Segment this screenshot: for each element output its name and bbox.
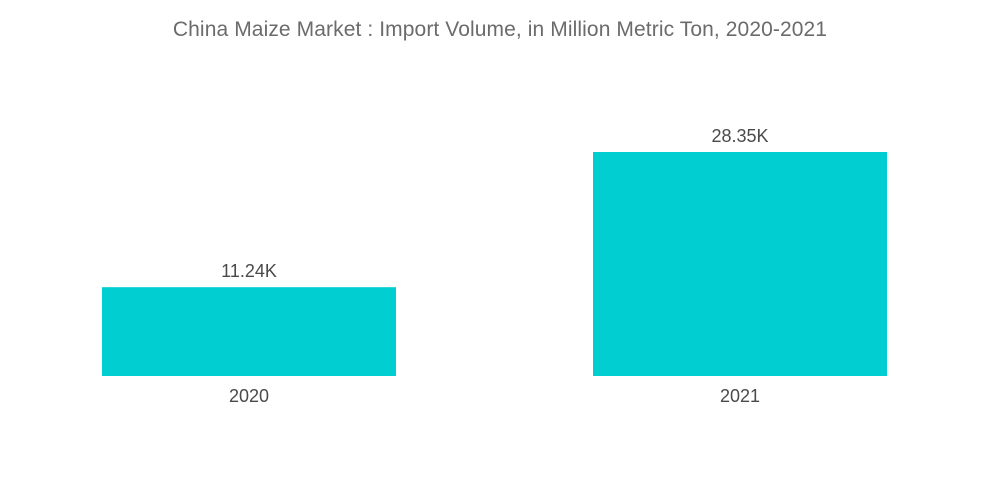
x-tick-label-2020: 2020 bbox=[229, 386, 269, 406]
x-tick-label-2021: 2021 bbox=[720, 386, 760, 406]
bar-2021 bbox=[593, 152, 887, 376]
data-label-2021: 28.35K bbox=[711, 126, 768, 146]
data-label-2020: 11.24K bbox=[221, 261, 277, 281]
chart-title: China Maize Market : Import Volume, in M… bbox=[172, 18, 828, 41]
bar-2020 bbox=[102, 287, 396, 376]
